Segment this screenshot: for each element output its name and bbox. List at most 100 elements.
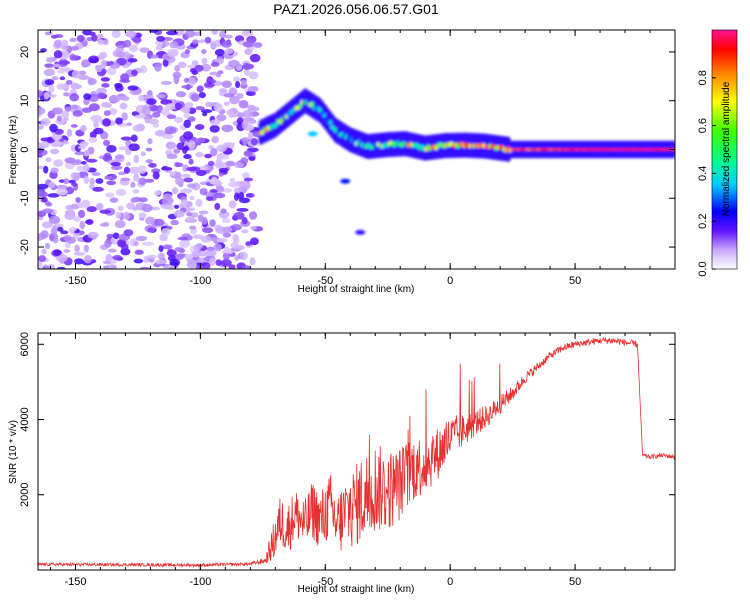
noise-blob xyxy=(205,195,214,201)
noise-blob xyxy=(74,258,84,265)
noise-blob xyxy=(39,141,50,149)
noise-blob xyxy=(42,208,54,214)
noise-blob xyxy=(123,211,130,220)
noise-blob xyxy=(170,219,179,226)
noise-blob xyxy=(183,177,194,183)
noise-blob xyxy=(174,116,184,124)
noise-blob xyxy=(88,137,98,144)
noise-blob xyxy=(102,39,109,46)
noise-blob xyxy=(201,57,208,65)
spectrogram-ytick-label: -10 xyxy=(19,190,31,206)
noise-blob xyxy=(103,139,111,147)
noise-blob xyxy=(91,34,98,42)
noise-blob xyxy=(38,261,43,269)
noise-blob xyxy=(63,249,71,253)
noise-blob xyxy=(115,84,124,92)
noise-blob xyxy=(217,153,230,160)
noise-blob xyxy=(141,106,151,115)
noise-blob xyxy=(73,172,80,182)
noise-blob xyxy=(118,171,127,176)
noise-blob xyxy=(38,124,44,130)
noise-blob xyxy=(155,259,168,265)
noise-blob xyxy=(40,48,47,53)
noise-blob xyxy=(250,237,259,246)
noise-blob xyxy=(198,91,206,99)
noise-blob xyxy=(114,219,126,229)
noise-blob xyxy=(147,254,157,259)
noise-blob xyxy=(107,248,117,253)
spectrogram-ytick-label: 20 xyxy=(19,46,31,58)
noise-blob xyxy=(138,212,147,219)
noise-blob xyxy=(177,236,189,241)
noise-blob xyxy=(154,129,166,137)
noise-blob xyxy=(50,34,58,39)
noise-blob xyxy=(98,52,106,60)
noise-blob xyxy=(222,217,231,224)
noise-blob xyxy=(38,255,47,263)
noise-blob xyxy=(248,211,258,220)
noise-blob xyxy=(201,48,207,55)
noise-blob xyxy=(91,172,101,176)
noise-blob xyxy=(120,136,133,141)
noise-blob xyxy=(213,103,223,112)
noise-blob xyxy=(100,101,110,108)
noise-blob xyxy=(104,239,112,248)
noise-blob xyxy=(71,70,81,79)
noise-blob xyxy=(145,216,155,225)
noise-blob xyxy=(149,105,159,112)
noise-blob xyxy=(60,39,69,48)
colorbar-tick-label: 0.8 xyxy=(697,70,709,85)
noise-blob xyxy=(52,225,59,230)
snr-x-label: Height of straight line (km) xyxy=(298,584,415,595)
noise-blob xyxy=(114,154,125,163)
noise-blob xyxy=(48,181,56,189)
noise-blob xyxy=(162,244,173,250)
noise-blob xyxy=(164,126,177,135)
noise-blob xyxy=(59,76,66,81)
spectrogram-xtick-label: -100 xyxy=(189,275,211,287)
noise-blob xyxy=(133,258,144,264)
noise-blob xyxy=(216,238,228,243)
spectrogram-ytick-label: 0 xyxy=(19,146,31,152)
noise-blob xyxy=(230,242,240,249)
noise-blob xyxy=(138,94,145,102)
noise-blob xyxy=(86,206,97,213)
noise-blob xyxy=(64,157,76,164)
noise-blob xyxy=(134,114,146,119)
noise-blob xyxy=(158,245,164,253)
snr-xtick-label: 50 xyxy=(569,576,581,588)
noise-blob xyxy=(188,225,197,230)
ridge-core xyxy=(260,130,265,135)
noise-blob xyxy=(80,125,87,133)
noise-blob xyxy=(171,187,179,195)
noise-blob xyxy=(169,41,179,49)
noise-blob xyxy=(40,137,53,142)
noise-blob xyxy=(48,85,55,93)
noise-blob xyxy=(154,63,162,72)
noise-blob xyxy=(223,246,231,254)
colorbar-tick-label: 0.4 xyxy=(697,166,709,181)
noise-blob xyxy=(148,118,159,125)
noise-blob xyxy=(204,36,212,44)
ridge-core xyxy=(298,103,303,109)
noise-blob xyxy=(199,187,208,196)
noise-blob xyxy=(96,87,108,94)
noise-blob xyxy=(196,137,206,143)
noise-blob xyxy=(131,69,138,76)
noise-blob xyxy=(241,120,248,130)
spectrogram-noise xyxy=(38,30,264,269)
noise-blob xyxy=(123,166,131,174)
noise-blob xyxy=(102,260,112,265)
noise-blob xyxy=(74,151,86,156)
noise-blob xyxy=(45,57,56,63)
noise-blob xyxy=(167,264,175,269)
noise-blob xyxy=(92,186,104,192)
noise-blob xyxy=(220,208,227,214)
noise-blob xyxy=(222,226,233,233)
noise-blob xyxy=(51,76,59,81)
noise-blob xyxy=(38,183,49,190)
noise-blob xyxy=(100,59,107,69)
noise-blob xyxy=(187,207,196,212)
noise-blob xyxy=(45,157,52,163)
noise-blob xyxy=(93,127,104,135)
